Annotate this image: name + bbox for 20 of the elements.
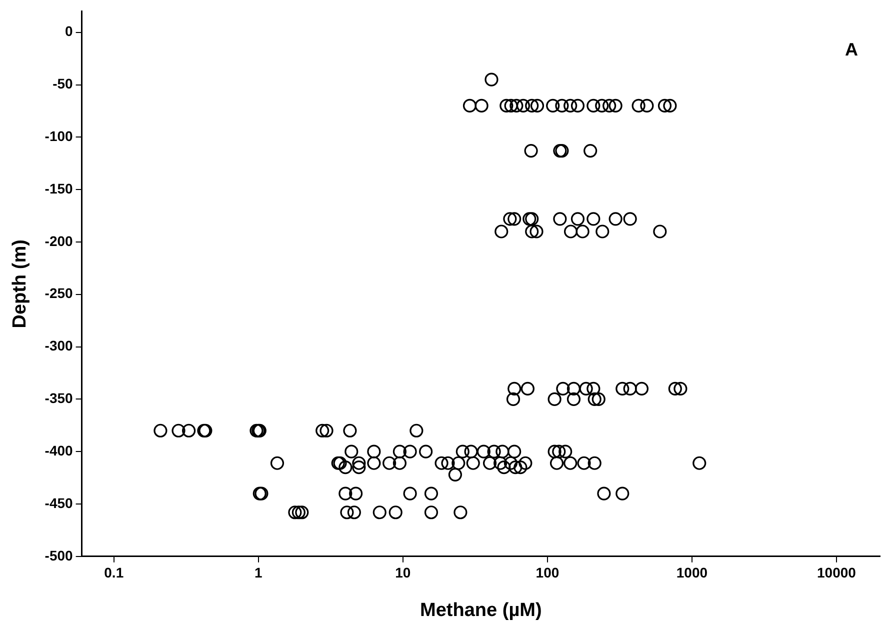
y-tick-label: -450 [44, 494, 74, 511]
y-tick-label: -50 [52, 76, 74, 92]
y-tick-label: -100 [44, 128, 74, 144]
y-tick-label: -400 [44, 442, 74, 458]
x-tick-label: 1000 [676, 564, 708, 581]
x-axis-title: Methane (µM) [420, 600, 542, 621]
x-tick-label: 10 [395, 564, 411, 581]
y-tick-label: -500 [44, 547, 74, 564]
y-tick-label: 0 [65, 23, 74, 40]
y-tick-label: -250 [44, 285, 74, 302]
y-tick-label: -350 [44, 390, 74, 406]
x-tick-label: 0.1 [104, 564, 124, 581]
y-tick-label: -150 [44, 180, 74, 196]
y-tick-label: -300 [44, 338, 74, 354]
x-tick-label: 100 [536, 564, 560, 581]
y-tick-label: -200 [44, 232, 74, 249]
x-tick-label: 10000 [817, 564, 856, 581]
x-tick-label: 1 [254, 564, 263, 581]
annotation: A [845, 39, 858, 60]
y-axis-title: Depth (m) [10, 240, 31, 328]
